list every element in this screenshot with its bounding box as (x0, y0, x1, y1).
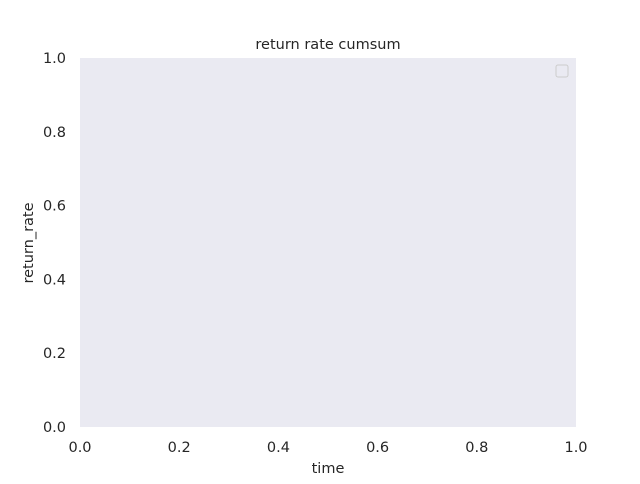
y-tick-label: 0.2 (43, 346, 66, 362)
legend (555, 64, 569, 78)
y-tick-label: 0.0 (43, 420, 66, 436)
x-axis-label: time (312, 461, 345, 477)
legend-box (555, 64, 569, 78)
y-tick-label: 0.4 (43, 272, 66, 288)
chart-title: return rate cumsum (255, 37, 400, 53)
x-axis-ticks: 0.0 0.2 0.4 0.6 0.8 1.0 (68, 440, 587, 456)
y-axis-label: return_rate (21, 202, 37, 283)
x-tick-label: 1.0 (564, 440, 587, 456)
y-tick-label: 1.0 (43, 51, 66, 67)
x-tick-label: 0.4 (267, 440, 290, 456)
y-tick-label: 0.8 (43, 125, 66, 141)
plot-area (80, 58, 576, 427)
y-axis-ticks: 0.0 0.2 0.4 0.6 0.8 1.0 (43, 51, 66, 436)
x-tick-label: 0.6 (366, 440, 389, 456)
x-tick-label: 0.2 (168, 440, 191, 456)
y-tick-label: 0.6 (43, 199, 66, 215)
x-tick-label: 0.8 (465, 440, 488, 456)
x-tick-label: 0.0 (68, 440, 91, 456)
